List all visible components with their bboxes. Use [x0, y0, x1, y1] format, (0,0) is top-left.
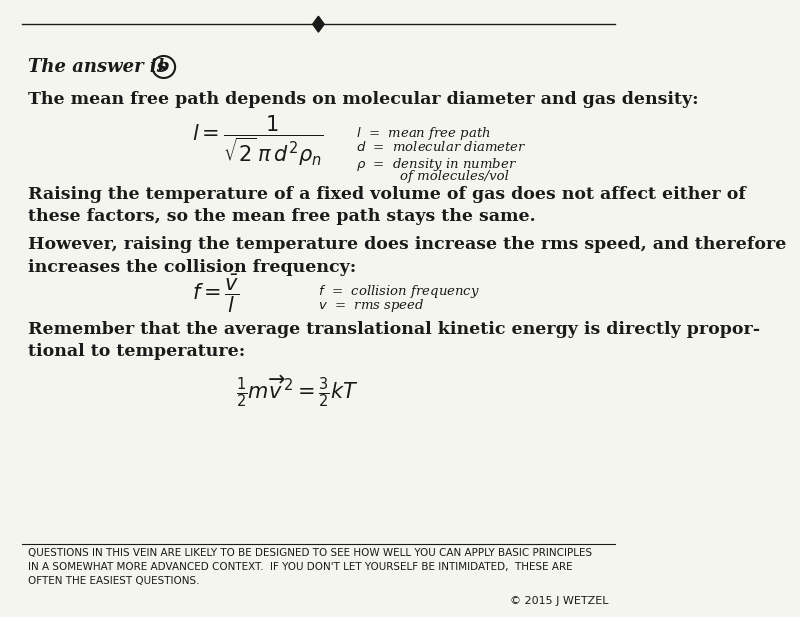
Text: QUESTIONS IN THIS VEIN ARE LIKELY TO BE DESIGNED TO SEE HOW WELL YOU CAN APPLY B: QUESTIONS IN THIS VEIN ARE LIKELY TO BE …: [28, 548, 592, 586]
Text: The mean free path depends on molecular diameter and gas density:: The mean free path depends on molecular …: [28, 91, 698, 109]
Text: $l$  =  mean free path: $l$ = mean free path: [356, 125, 491, 142]
Text: However, raising the temperature does increase the rms speed, and therefore
incr: However, raising the temperature does in…: [28, 236, 786, 276]
Text: of molecules/vol: of molecules/vol: [401, 170, 510, 183]
Text: b: b: [158, 59, 170, 75]
Text: $d$  =  molecular diameter: $d$ = molecular diameter: [356, 140, 527, 154]
Text: Raising the temperature of a fixed volume of gas does not affect either of
these: Raising the temperature of a fixed volum…: [28, 186, 746, 225]
Text: $l = \dfrac{1}{\sqrt{2}\,\pi\, d^2\rho_n}$: $l = \dfrac{1}{\sqrt{2}\,\pi\, d^2\rho_n…: [192, 113, 324, 168]
Text: $\frac{1}{2}m\overrightarrow{v}^{\,2} = \frac{3}{2}kT$: $\frac{1}{2}m\overrightarrow{v}^{\,2} = …: [236, 373, 359, 409]
Text: $v$  =  rms speed: $v$ = rms speed: [318, 297, 425, 315]
Text: $f$  =  collision frequency: $f$ = collision frequency: [318, 283, 481, 300]
Text: Remember that the average translational kinetic energy is directly propor-
tiona: Remember that the average translational …: [28, 321, 760, 360]
Polygon shape: [313, 16, 324, 32]
Text: The answer is: The answer is: [28, 58, 167, 76]
Text: $f = \dfrac{\bar{v}}{l}$: $f = \dfrac{\bar{v}}{l}$: [192, 272, 240, 315]
Text: $\rho$  =  density in number: $\rho$ = density in number: [356, 155, 518, 173]
Text: © 2015 J WETZEL: © 2015 J WETZEL: [510, 596, 609, 606]
